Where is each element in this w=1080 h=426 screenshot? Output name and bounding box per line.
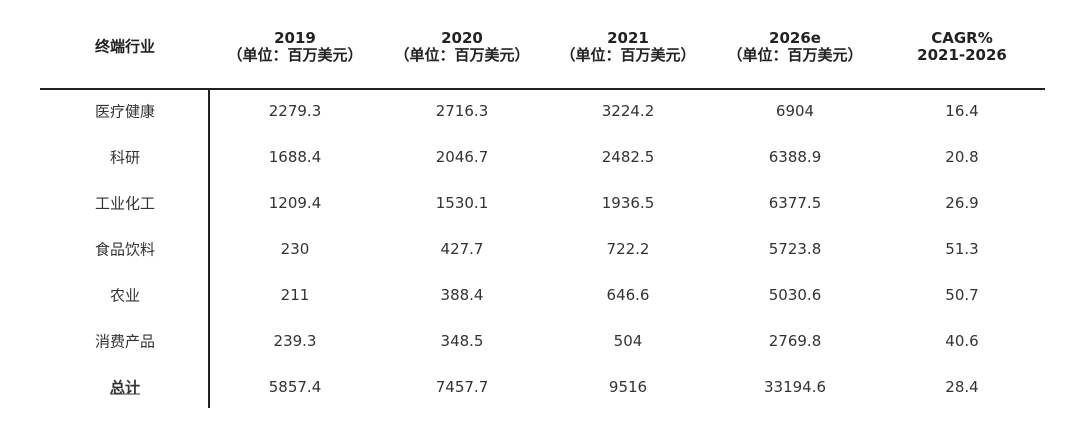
row-label: 工业化工 [94,194,156,213]
header-text: 2019 [274,29,316,47]
cell-value: 239.3 [273,332,317,350]
cell-value: 230 [280,240,310,258]
cell-value: 50.7 [945,286,979,304]
cell-value: 2769.8 [768,332,822,350]
column-rule [208,88,210,408]
cell-value: 1688.4 [268,148,322,166]
cell-value: 1936.5 [601,194,655,212]
cell-value: 40.6 [945,332,979,350]
header-text: （单位：百万美元） [560,46,696,64]
cell-value: 5723.8 [768,240,822,258]
header-text: （单位：百万美元） [394,46,530,64]
header-rule [40,88,1045,90]
row-label: 消费产品 [94,332,156,351]
header-text: （单位：百万美元） [727,46,863,64]
header-text: 2021-2026 [917,46,1007,64]
row-label: 食品饮料 [94,240,156,259]
row-label: 医疗健康 [94,102,156,121]
cell-value: 6377.5 [768,194,822,212]
header-text: 2026e [769,29,821,47]
cell-value: 1530.1 [435,194,489,212]
cell-value: 722.2 [606,240,650,258]
cell-value: 5857.4 [268,378,322,396]
row-label: 总计 [109,378,141,397]
cell-value: 427.7 [440,240,484,258]
cell-value: 2046.7 [435,148,489,166]
cell-value: 20.8 [945,148,979,166]
header-text: （单位：百万美元） [227,46,363,64]
cell-value: 6904 [775,102,815,120]
cell-value: 7457.7 [435,378,489,396]
cell-value: 646.6 [606,286,650,304]
header-cell: 2019 （单位：百万美元） [227,30,362,64]
row-label: 农业 [109,286,141,305]
header-cell: 2020 （单位：百万美元） [394,30,529,64]
cell-value: 2482.5 [601,148,655,166]
cell-value: 348.5 [440,332,484,350]
header-text: 2020 [441,29,483,47]
cell-value: 3224.2 [601,102,655,120]
header-cell: 2026e （单位：百万美元） [727,30,862,64]
cell-value: 388.4 [440,286,484,304]
cell-value: 5030.6 [768,286,822,304]
cell-value: 211 [280,286,310,304]
cell-value: 26.9 [945,194,979,212]
cell-value: 16.4 [945,102,979,120]
header-text: CAGR% [931,29,993,47]
cell-value: 2279.3 [268,102,322,120]
header-text: 终端行业 [94,37,156,56]
header-cell: CAGR% 2021-2026 [917,30,1007,64]
cell-value: 9516 [608,378,648,396]
cell-value: 2716.3 [435,102,489,120]
cell-value: 504 [613,332,643,350]
cell-value: 1209.4 [268,194,322,212]
cell-value: 28.4 [945,378,979,396]
cell-value: 51.3 [945,240,979,258]
header-cell: 2021 （单位：百万美元） [560,30,695,64]
cell-value: 33194.6 [763,378,827,396]
cell-value: 6388.9 [768,148,822,166]
header-text: 2021 [607,29,649,47]
header-cell: 终端行业 [94,37,156,56]
row-label: 科研 [109,148,141,167]
